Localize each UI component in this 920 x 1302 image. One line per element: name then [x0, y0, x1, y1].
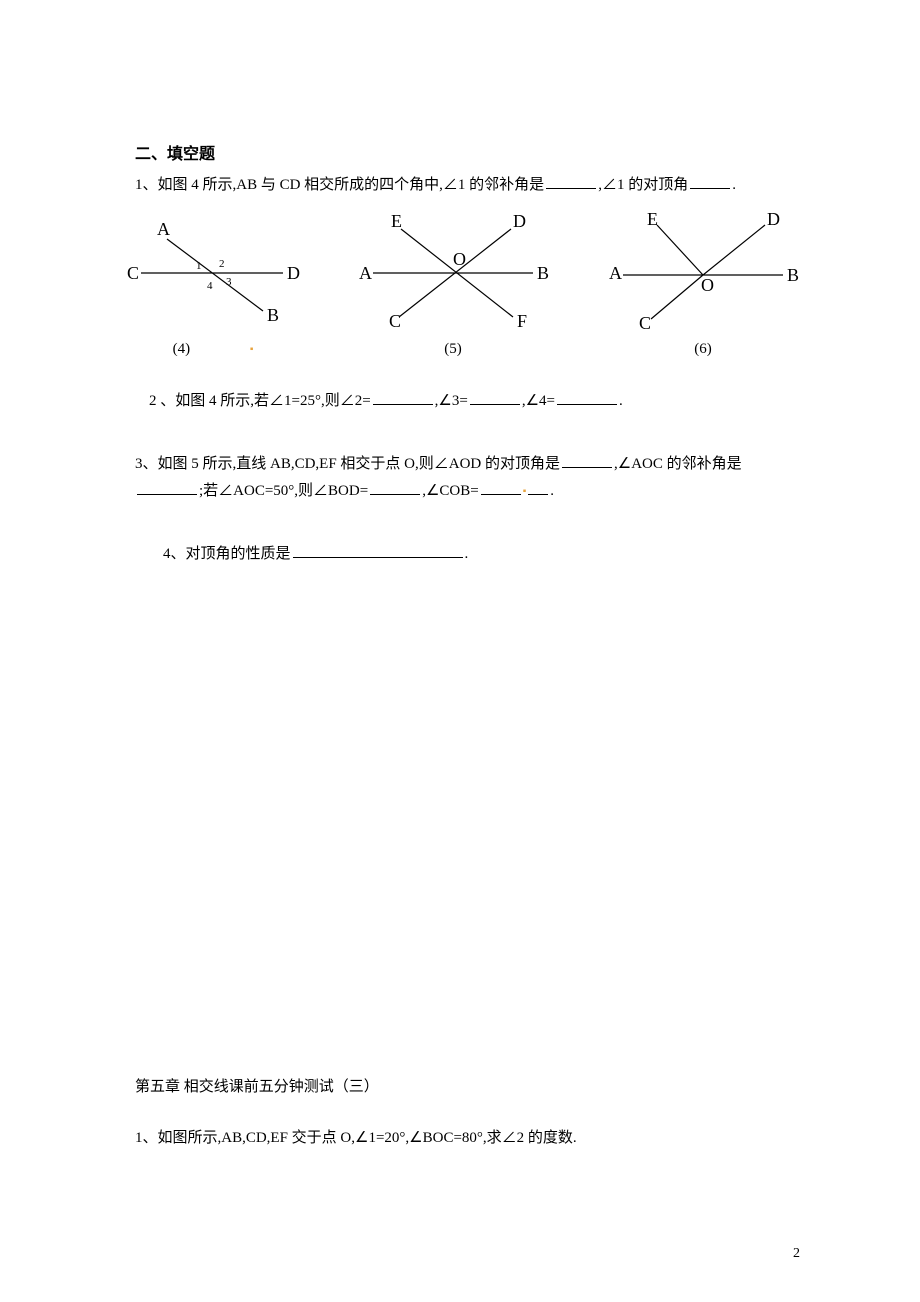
fig6-label-O: O: [701, 275, 714, 295]
q3-blank3: [370, 481, 420, 496]
fig5-label-C: C: [389, 311, 401, 331]
figure-6: E D A B C O (6): [603, 213, 803, 358]
fig5-label-D: D: [513, 213, 526, 231]
fig4-label-B: B: [267, 305, 279, 325]
figure-4: A B C D 1 2 3 4 (4) ▪: [123, 213, 303, 358]
q2-blank3: [557, 391, 617, 406]
q3-l2-end: .: [550, 483, 554, 499]
question-b1: 1、如图所示,AB,CD,EF 交于点 O,∠1=20°,∠BOC=80°,求∠…: [135, 1125, 800, 1152]
q3-blank2: [137, 481, 197, 496]
q3-l1-pre: 3、如图 5 所示,直线 AB,CD,EF 相交于点 O,则∠AOD 的对顶角是: [135, 456, 560, 472]
orange-dot-1: ▪: [250, 344, 254, 355]
fig5-label-E: E: [391, 213, 402, 231]
fig6-label-C: C: [639, 313, 651, 333]
fig5-label-F: F: [517, 311, 527, 331]
q3-l2-m2: ,∠COB=: [422, 483, 479, 499]
question-1: 1、如图 4 所示,AB 与 CD 相交所成的四个角中,∠1 的邻补角是 ,∠1 …: [135, 172, 800, 199]
q1-blank2: [690, 175, 730, 190]
section-title: 二、填空题: [135, 140, 800, 164]
q1-text-pre: 1、如图 4 所示,AB 与 CD 相交所成的四个角中,∠1 的邻补角是: [135, 177, 544, 193]
fig4-angle-4: 4: [207, 280, 213, 292]
fig6-caption: (6): [694, 341, 712, 358]
q2-blank2: [470, 391, 520, 406]
q3-l1-end: ,∠AOC 的邻补角是: [614, 456, 742, 472]
question-3: 3、如图 5 所示,直线 AB,CD,EF 相交于点 O,则∠AOD 的对顶角是…: [135, 451, 800, 505]
fig4-angle-3: 3: [226, 276, 232, 288]
figure-5: E D A B C F O (5): [353, 213, 553, 358]
q1-text-end: .: [732, 177, 736, 193]
page-number: 2: [793, 1246, 800, 1262]
chapter-title: 第五章 相交线课前五分钟测试（三）: [135, 1074, 800, 1101]
q1-blank1: [546, 175, 596, 190]
fig4-caption: (4) ▪: [173, 341, 254, 358]
figure-6-svg: E D A B C O: [603, 213, 803, 333]
fig6-label-A: A: [609, 263, 622, 283]
q2-text-end: .: [619, 393, 623, 409]
q2-text-pre: 2 、如图 4 所示,若∠1=25°,则∠2=: [149, 393, 371, 409]
fig5-label-A: A: [359, 263, 372, 283]
q4-blank: [293, 544, 463, 559]
q3-blank1: [562, 454, 612, 469]
q3-l2-m: ;若∠AOC=50°,则∠BOD=: [199, 483, 368, 499]
page-container: 二、填空题 1、如图 4 所示,AB 与 CD 相交所成的四个角中,∠1 的邻补…: [0, 0, 920, 1302]
q2-text-m1: ,∠3=: [435, 393, 468, 409]
orange-dot-2: ▪: [523, 483, 527, 501]
figure-5-svg: E D A B C F O: [353, 213, 553, 333]
q3-blank4b: [528, 481, 548, 496]
q4-text-end: .: [465, 546, 469, 562]
fig4-angle-2: 2: [219, 258, 225, 270]
fig5-label-B: B: [537, 263, 549, 283]
question-4: 4、对顶角的性质是.: [163, 541, 800, 568]
fig4-label-C: C: [127, 263, 139, 283]
fig5-caption: (5): [444, 341, 462, 358]
fig6-label-B: B: [787, 265, 799, 285]
q2-text-m2: ,∠4=: [522, 393, 555, 409]
q1-text-mid: ,∠1 的对顶角: [598, 177, 688, 193]
question-2: 2 、如图 4 所示,若∠1=25°,则∠2= ,∠3= ,∠4=.: [149, 388, 800, 415]
q4-text-pre: 4、对顶角的性质是: [163, 546, 291, 562]
fig6-label-E: E: [647, 213, 658, 229]
fig4-label-D: D: [287, 263, 300, 283]
q3-blank4: [481, 481, 521, 496]
figure-4-svg: A B C D 1 2 3 4: [123, 213, 303, 333]
fig6-label-D: D: [767, 213, 780, 229]
figure-row: A B C D 1 2 3 4 (4) ▪: [123, 213, 800, 358]
fig4-label-A: A: [157, 219, 170, 239]
fig5-label-O: O: [453, 249, 466, 269]
fig4-angle-1: 1: [196, 260, 202, 272]
q2-blank1: [373, 391, 433, 406]
